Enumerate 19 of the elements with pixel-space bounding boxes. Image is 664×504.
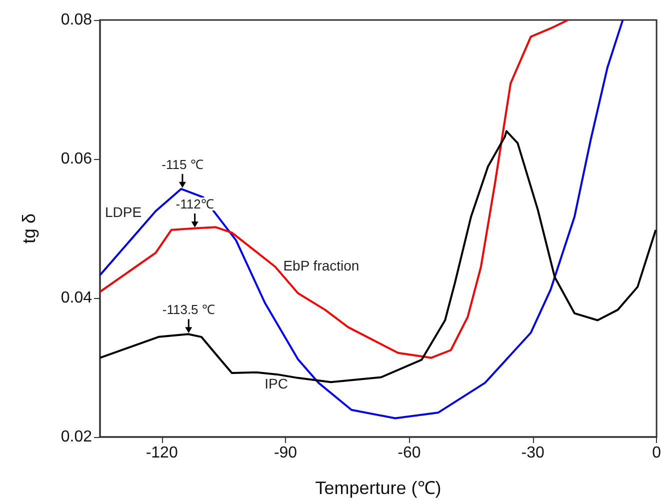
annotation: -115 ℃ — [162, 156, 204, 172]
y-tick-label: 0.08 — [60, 12, 92, 28]
y-tick-label: 0.02 — [60, 428, 92, 446]
x-tick-label: -90 — [274, 444, 298, 462]
y-axis-title: tg δ — [19, 213, 39, 244]
annotation: -113.5 ℃ — [162, 302, 215, 318]
x-tick-label: 0 — [652, 444, 662, 462]
x-axis-title: Temperture (℃) — [315, 478, 442, 498]
x-tick-label: -30 — [521, 444, 545, 462]
line-series — [99, 19, 624, 420]
series-label: LDPE — [105, 204, 142, 220]
series-label: EbP fraction — [283, 258, 360, 274]
x-tick-label: -60 — [398, 444, 421, 462]
y-tick-label: 0.06 — [60, 150, 92, 168]
series-label: IPC — [264, 375, 288, 392]
x-tick-label: -120 — [146, 444, 178, 462]
line-series — [99, 19, 569, 359]
y-tick-label: 0.04 — [60, 290, 92, 306]
annotation: -112℃ — [176, 196, 214, 212]
